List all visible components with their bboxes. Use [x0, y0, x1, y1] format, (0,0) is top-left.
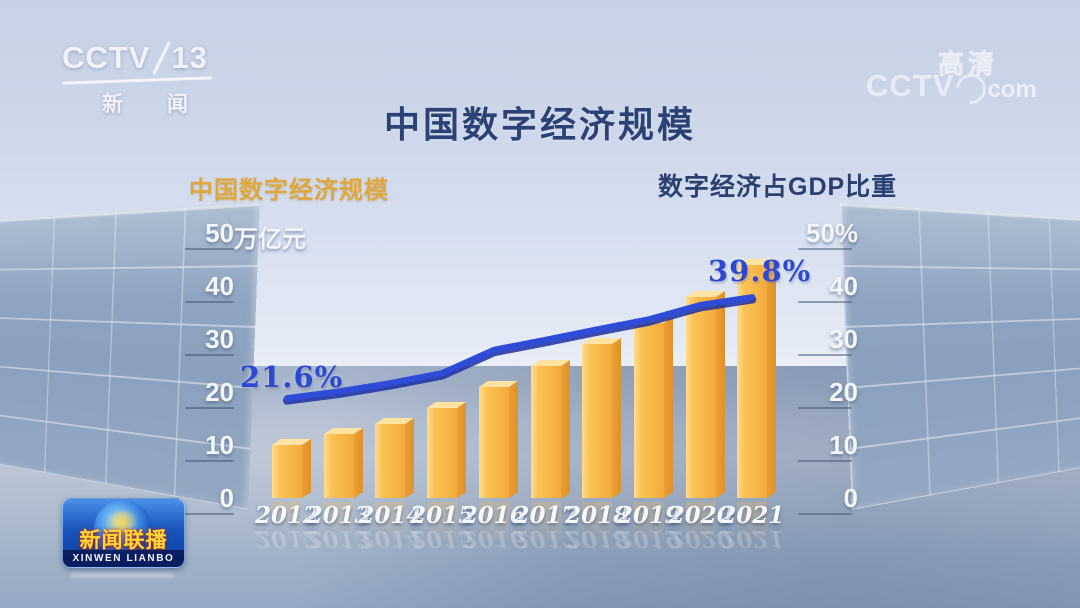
bar-front-face: [634, 323, 664, 498]
left-axis-tick: 20: [150, 377, 234, 408]
bar-front-face: [686, 297, 716, 498]
channel-name: 新 闻: [102, 88, 212, 118]
right-axis-tick: 20: [800, 377, 858, 408]
hd-watermark: 高清 CCTV com: [866, 46, 1066, 116]
bar-front-face: [531, 366, 561, 499]
bar: [375, 418, 414, 498]
bar-side-face: [664, 317, 673, 498]
right-axis-tick-line: [798, 513, 852, 515]
line-end-value-label: 39.8%: [708, 254, 811, 288]
left-axis-tick-line: [185, 354, 234, 356]
slash-divider-icon: [153, 41, 171, 75]
bar: [686, 291, 725, 498]
channel-name-char: 新: [102, 88, 123, 118]
left-axis-tick: 50 万亿元: [150, 218, 234, 249]
legend-line-series: 数字经济占GDP比重: [658, 167, 897, 203]
right-axis-tick: 0: [800, 483, 858, 514]
bar: [272, 439, 311, 498]
program-badge: 新闻联播 XINWEN LIANBO: [62, 498, 185, 568]
bar-front-face: [375, 424, 405, 498]
left-axis-tick-line: [185, 513, 234, 515]
left-axis-tick: 40: [150, 271, 234, 302]
broadcast-frame: 50 万亿元 40 30 20 10 0 50% 40 30 20 10 0 2012 2012 2013…: [0, 0, 1080, 608]
right-axis-tick: 10: [800, 430, 858, 461]
channel-name-char: 闻: [167, 88, 188, 118]
badge-reflection: [70, 573, 174, 578]
right-axis-tick: 30: [800, 324, 858, 355]
swoosh-ring-icon: [950, 68, 992, 110]
bar-side-face: [457, 402, 466, 498]
bar-side-face: [716, 291, 725, 498]
right-axis-tick-line: [798, 248, 852, 250]
left-axis-tick: 30: [150, 324, 234, 355]
line-start-value-label: 21.6%: [240, 360, 343, 394]
bar-front-face: [479, 387, 509, 498]
right-axis-tick-line: [798, 354, 852, 356]
bar-front-face: [427, 408, 457, 498]
channel-logo: CCTV 13 新 闻: [62, 40, 212, 118]
bar: [737, 259, 776, 498]
right-tiled-wall: [840, 202, 1080, 510]
watermark-suffix: com: [987, 76, 1036, 104]
bar: [427, 402, 466, 498]
bar-side-face: [561, 360, 570, 498]
program-title-romanized: XINWEN LIANBO: [63, 550, 184, 567]
left-axis-tick-line: [185, 301, 234, 303]
bar-side-face: [612, 338, 621, 498]
year-text-reflection: 2021: [717, 525, 787, 552]
channel-logo-row: CCTV 13: [62, 40, 212, 76]
right-axis-tick-line: [798, 301, 852, 303]
legend-bar-series: 中国数字经济规模: [189, 170, 389, 205]
bar-front-face: [737, 265, 767, 498]
bar-front-face: [582, 344, 612, 498]
bar-side-face: [405, 418, 414, 498]
right-axis-tick-line: [798, 460, 852, 462]
left-axis-tick: 10: [150, 430, 234, 461]
bar-side-face: [302, 439, 311, 498]
bar: [479, 381, 518, 498]
right-axis-tick-line: [798, 407, 852, 409]
bar: [531, 360, 570, 499]
watermark-brand-text: CCTV: [866, 68, 954, 104]
cctv-brand-text: CCTV: [62, 40, 150, 76]
bar-front-face: [272, 445, 302, 498]
year-label: 2021 2021: [717, 502, 787, 552]
channel-number: 13: [171, 40, 207, 76]
bar: [582, 338, 621, 498]
left-axis-tick-line: [185, 460, 234, 462]
left-axis-tick-line: [185, 248, 234, 250]
left-axis-unit: 万亿元: [234, 219, 306, 254]
bar-side-face: [354, 429, 363, 498]
logo-underline: [62, 76, 212, 84]
bar-front-face: [324, 434, 354, 498]
bar-side-face: [509, 381, 518, 498]
right-axis-tick: 50%: [800, 218, 858, 249]
watermark-row: CCTV com: [866, 68, 1037, 104]
bar-side-face: [767, 259, 776, 498]
left-axis-tick-line: [185, 407, 234, 409]
bar: [634, 317, 673, 498]
bar: [324, 428, 363, 498]
